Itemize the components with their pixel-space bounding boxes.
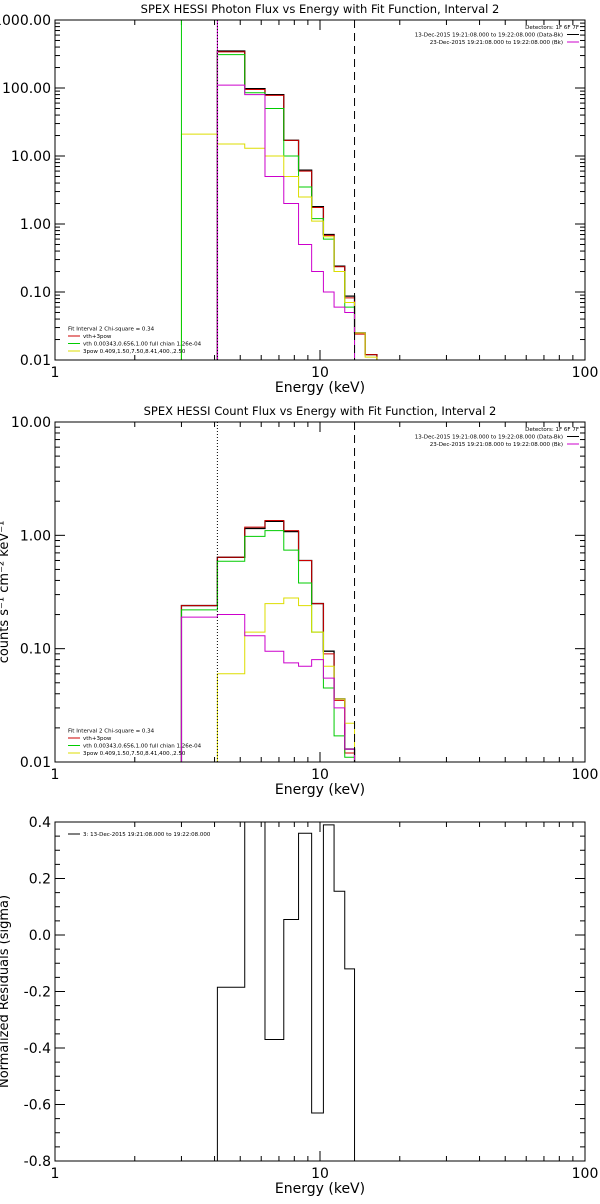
y-axis-label: Normalized Residuals (sigma): [0, 895, 12, 1088]
series-step-1: [180, 520, 356, 762]
series-group: [180, 50, 378, 360]
series-vth+3pow: [180, 520, 356, 762]
plot-frame: [54, 421, 586, 763]
series-group: [180, 520, 356, 762]
x-tick-label: 10: [311, 1166, 329, 1182]
y-tick-label: 0.2: [29, 872, 51, 888]
x-tick-label: 100: [572, 1166, 599, 1182]
y-tick-label: 0.01: [20, 353, 51, 369]
y-tick-label: 0.0: [29, 928, 51, 944]
x-axis: 1 10 100 Energy (keV): [51, 20, 599, 396]
legend-entry: 23-Dec-2015 19:21:08.000 to 19:22:08.000…: [430, 40, 563, 46]
y-tick-label: -0.2: [24, 985, 51, 1001]
legend-bottom-left: Fit Interval 2 Chi-square = 0.34vth+3pow…: [68, 327, 202, 355]
y-axis: 0.01 0.10 1.00 10.00 100.00 1000.00: [0, 13, 585, 369]
y-tick-label: 1.00: [20, 528, 51, 544]
chart-panel-2: SPEX HESSI Count Flux vs Energy with Fit…: [0, 404, 598, 798]
y-axis: -0.8 -0.6 -0.4 -0.2 0.0 0.2 0.4 Normalized Resi…: [0, 815, 585, 1170]
x-tick-label: 10: [311, 767, 329, 783]
x-tick-label: 1: [51, 767, 60, 783]
x-axis: 1 10 100 Energy (keV): [51, 822, 599, 1197]
legend-top-right: Detectors: 1F 6F 7F 13-Dec-2015 19:21:08.…: [415, 25, 579, 46]
y-tick-label: 0.4: [29, 815, 51, 831]
series-step-1: [216, 822, 356, 1161]
chart-panel-1: SPEX HESSI Photon Flux vs Energy with Fi…: [0, 2, 598, 396]
chart-title: SPEX HESSI Photon Flux vs Energy with Fi…: [141, 2, 500, 16]
x-axis-label: Energy (keV): [275, 1181, 365, 1197]
legend-entry: 13-Dec-2015 19:21:08.000 to 19:22:08.000…: [415, 33, 563, 39]
chart-panel-3: 1 10 100 Energy (keV) -0.8 -0.6 -0.4 -0.2 0.0 0.2…: [0, 815, 598, 1197]
x-tick-label: 100: [572, 767, 599, 783]
x-tick-label: 100: [572, 365, 599, 381]
y-tick-label: 10.00: [11, 149, 51, 165]
y-tick-label: 0.10: [20, 642, 51, 658]
legend-entry: 13-Dec-2015 19:21:08.000 to 19:22:08.000…: [415, 435, 563, 441]
y-tick-label: 1000.00: [0, 13, 51, 29]
series-vth: [180, 530, 356, 762]
y-tick-label: -0.6: [24, 1098, 51, 1114]
y-axis-label: counts s⁻¹ cm⁻² keV⁻¹: [0, 521, 12, 664]
y-tick-label: 0.01: [20, 755, 51, 771]
plot-frame: [54, 19, 586, 361]
x-tick-label: 1: [51, 365, 60, 381]
series-3pow: [216, 597, 356, 762]
legend-entry: 23-Dec-2015 19:21:08.000 to 19:22:08.000…: [430, 442, 563, 448]
legend-entry: vth 0.00343,0.656,1.00 full chian 1.26e-…: [83, 744, 202, 750]
y-tick-label: -0.8: [24, 1154, 51, 1170]
legend-top-right: Detectors: 1F 6F 7F 13-Dec-2015 19:21:08.…: [415, 427, 579, 448]
x-tick-label: 10: [311, 365, 329, 381]
legend-entry: 3pow 0.409,1.50,7.50,8.41,400.,2.50: [83, 751, 186, 757]
x-axis-label: Energy (keV): [275, 782, 365, 798]
legend-entry: vth+3pow: [83, 736, 112, 742]
y-tick-label: 10.00: [11, 415, 51, 431]
plot-frame: [54, 821, 586, 1162]
y-tick-label: 100.00: [2, 81, 51, 97]
series-vth: [216, 54, 378, 360]
chart-title: SPEX HESSI Count Flux vs Energy with Fit…: [144, 404, 497, 418]
x-tick-label: 1: [51, 1166, 60, 1182]
legend-entry: Detectors: 1F 6F 7F: [525, 427, 579, 433]
legend-entry: 3: 13-Dec-2015 19:21:08.000 to 19:22:08.…: [83, 832, 211, 838]
legend-entry: Fit Interval 2 Chi-square = 0.34: [68, 327, 155, 333]
vertical-markers: [216, 422, 356, 762]
y-tick-label: 1.00: [20, 217, 51, 233]
series-3pow: [180, 133, 378, 360]
x-axis-label: Energy (keV): [275, 380, 365, 396]
legend-entry: 3pow 0.409,1.50,7.50,8.41,400.,2.50: [83, 349, 186, 355]
y-axis: 0.01 0.10 1.00 10.00 counts s⁻¹ cm⁻² keV⁻¹: [0, 415, 585, 771]
legend-top-left: 3: 13-Dec-2015 19:21:08.000 to 19:22:08.…: [68, 832, 211, 838]
series-group: [216, 822, 356, 1161]
series-step-1: [216, 50, 378, 360]
x-axis: 1 10 100 Energy (keV): [51, 422, 599, 798]
legend-entry: Detectors: 1F 6F 7F: [525, 25, 579, 31]
legend-entry: Fit Interval 2 Chi-square = 0.34: [68, 729, 155, 735]
vertical-markers: [180, 20, 356, 360]
legend-entry: vth 0.00343,0.656,1.00 full chian 1.26e-…: [83, 342, 202, 348]
series-step-5: [180, 614, 356, 762]
y-tick-label: -0.4: [24, 1041, 51, 1057]
series-vth+3pow: [216, 51, 378, 360]
legend-bottom-left: Fit Interval 2 Chi-square = 0.34vth+3pow…: [68, 729, 202, 757]
legend-entry: vth+3pow: [83, 334, 112, 340]
series-step-5: [216, 84, 356, 360]
y-tick-label: 0.10: [20, 285, 51, 301]
